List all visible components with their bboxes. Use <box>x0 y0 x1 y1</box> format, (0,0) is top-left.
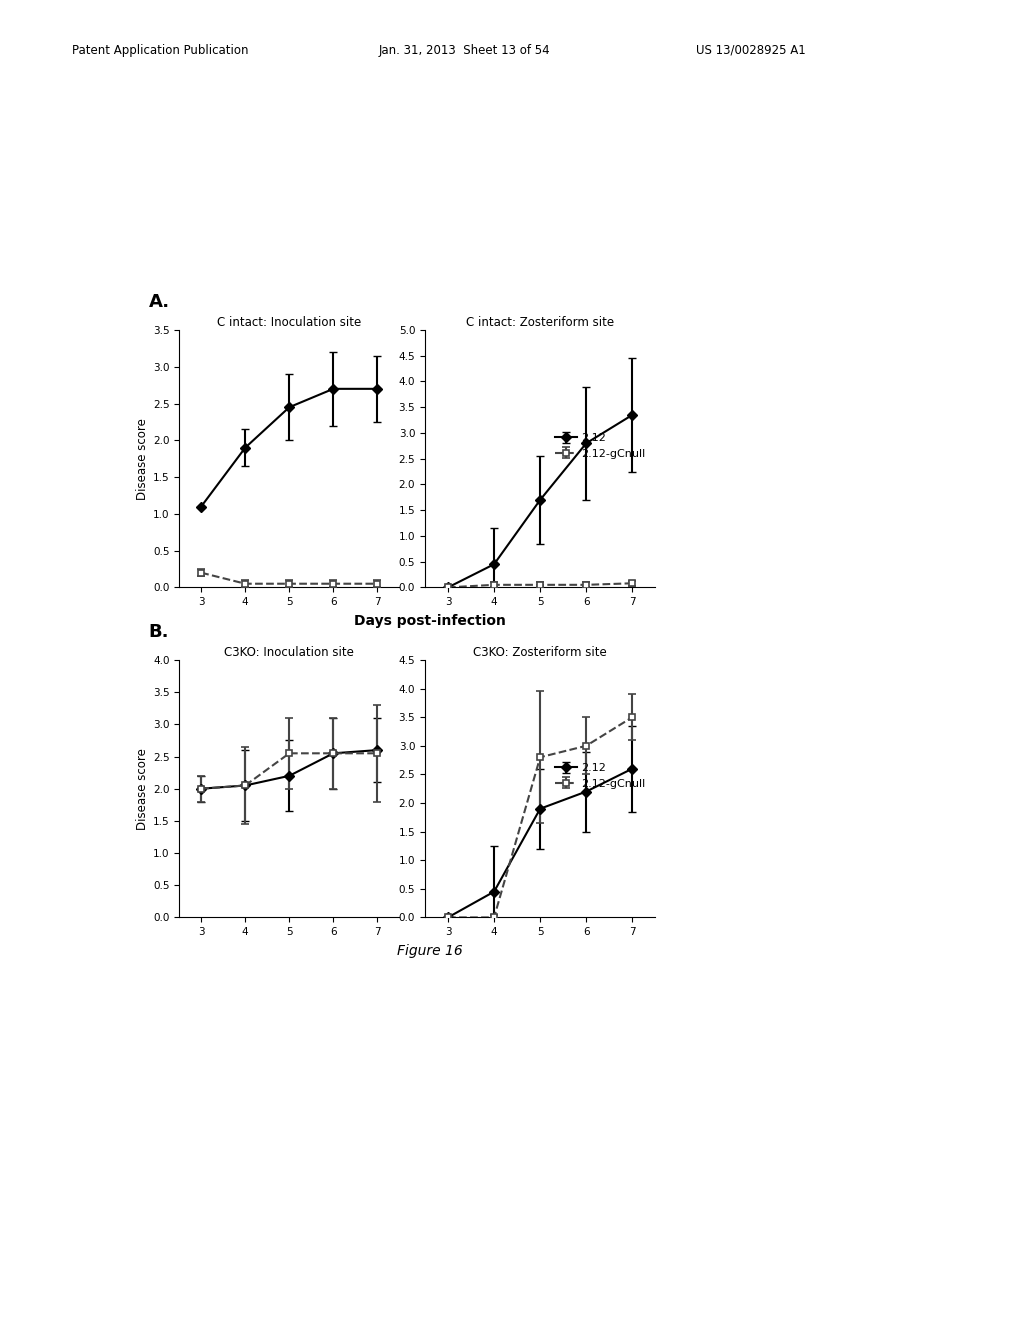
Title: C3KO: Inoculation site: C3KO: Inoculation site <box>224 645 354 659</box>
Y-axis label: Disease score: Disease score <box>136 417 148 500</box>
Text: Figure 16: Figure 16 <box>397 944 463 958</box>
Y-axis label: Disease score: Disease score <box>136 747 148 830</box>
Text: Days post-infection: Days post-infection <box>354 614 506 628</box>
Legend: 2.12, 2.12-gCnull: 2.12, 2.12-gCnull <box>550 759 650 793</box>
Text: A.: A. <box>148 293 170 312</box>
Legend: 2.12, 2.12-gCnull: 2.12, 2.12-gCnull <box>550 429 650 463</box>
Text: B.: B. <box>148 623 169 642</box>
Text: US 13/0028925 A1: US 13/0028925 A1 <box>696 44 806 57</box>
Text: Jan. 31, 2013  Sheet 13 of 54: Jan. 31, 2013 Sheet 13 of 54 <box>379 44 551 57</box>
Title: C intact: Zosteriform site: C intact: Zosteriform site <box>466 315 614 329</box>
Title: C3KO: Zosteriform site: C3KO: Zosteriform site <box>473 645 607 659</box>
Title: C intact: Inoculation site: C intact: Inoculation site <box>217 315 361 329</box>
Text: Patent Application Publication: Patent Application Publication <box>72 44 248 57</box>
